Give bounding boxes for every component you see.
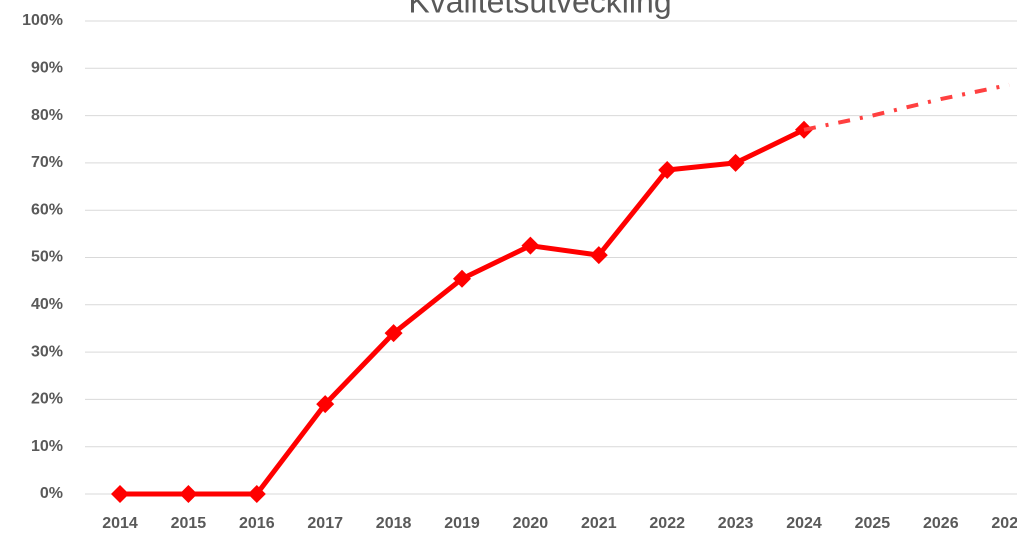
x-tick-label: 2017: [307, 515, 343, 532]
marker: [384, 324, 403, 343]
y-tick-label: 50%: [31, 249, 63, 266]
y-tick-label: 40%: [31, 296, 63, 313]
x-tick-label: 2023: [718, 515, 754, 532]
chart-title: Kvalitetsutveckling: [408, 0, 671, 19]
x-tick-label: 2027: [991, 515, 1017, 532]
y-tick-label: 10%: [31, 438, 63, 455]
y-tick-label: 30%: [31, 343, 63, 360]
x-tick-label: 2016: [239, 515, 275, 532]
marker: [453, 269, 471, 288]
x-tick-label: 2022: [649, 515, 685, 532]
marker: [521, 236, 540, 255]
trend-line: [803, 82, 1010, 132]
series-line: [120, 127, 806, 497]
y-tick-label: 60%: [31, 201, 63, 218]
marker: [726, 153, 745, 172]
x-tick-label: 2020: [513, 515, 549, 532]
marker: [247, 485, 266, 503]
marker: [795, 120, 813, 139]
x-tick-label: 2019: [444, 515, 480, 532]
y-tick-label: 100%: [22, 12, 63, 29]
y-tick-label: 70%: [31, 154, 63, 171]
y-tick-label: 20%: [31, 391, 63, 408]
y-tick-label: 0%: [40, 485, 63, 502]
marker: [658, 160, 677, 179]
x-tick-label: 2018: [376, 515, 412, 532]
x-tick-label: 2014: [102, 515, 138, 532]
marker: [111, 485, 129, 503]
marker: [179, 485, 198, 503]
y-tick-label: 80%: [31, 107, 63, 124]
y-tick-label: 90%: [31, 60, 63, 77]
x-tick-label: 2024: [786, 515, 822, 532]
x-tick-label: 2026: [923, 515, 959, 532]
x-tick-label: 2021: [581, 515, 617, 532]
x-tick-label: 2015: [171, 515, 207, 532]
x-tick-label: 2025: [855, 515, 891, 532]
marker: [589, 246, 608, 265]
marker: [316, 395, 335, 414]
